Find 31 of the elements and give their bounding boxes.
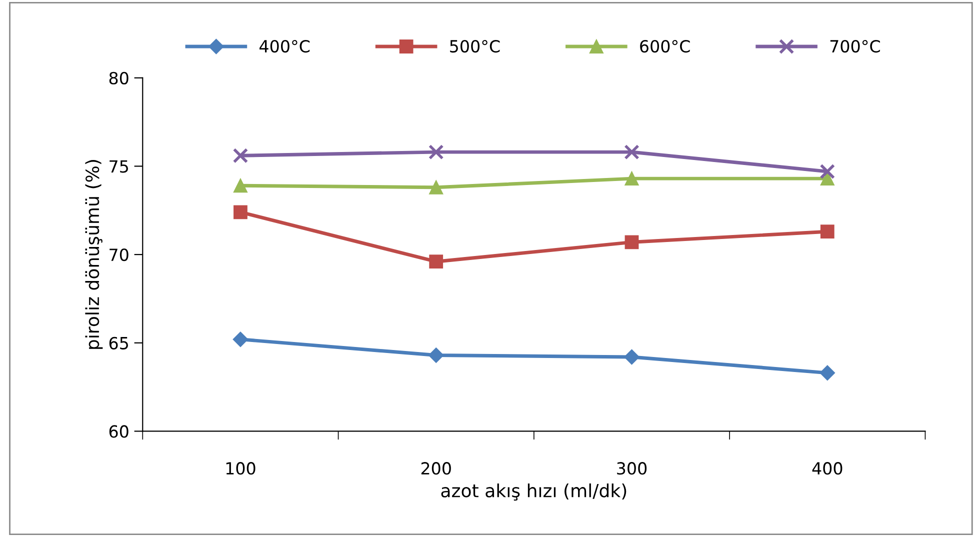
- point: [429, 254, 444, 269]
- legend-label: 600°C: [640, 40, 690, 53]
- point: [820, 224, 834, 239]
- y-tick-label: 80: [109, 72, 128, 84]
- y-tick-label: 70: [110, 248, 128, 262]
- point: [232, 332, 248, 347]
- point: [820, 164, 836, 180]
- point: [429, 180, 444, 194]
- x-tick-label: 200: [421, 462, 451, 475]
- x-tick-label: 100: [226, 462, 256, 475]
- y-tick-label: 65: [109, 336, 128, 350]
- x-axis-title: azot akış hızı (ml/dk): [441, 483, 626, 501]
- y-tick-label: 60: [109, 425, 128, 438]
- point: [234, 178, 248, 193]
- y-tick-label: 75: [110, 160, 128, 173]
- point: [428, 348, 444, 363]
- point: [624, 349, 640, 365]
- point: [234, 205, 248, 220]
- point: [428, 144, 444, 160]
- point: [624, 144, 640, 160]
- legend-label: 500°C: [450, 40, 500, 53]
- y-axis-title: piroliz dönüşümü (%): [85, 160, 103, 349]
- point: [820, 365, 835, 380]
- point: [820, 172, 834, 186]
- legend-label: 400°C: [260, 40, 310, 53]
- point: [624, 235, 639, 250]
- x-tick-label: 300: [617, 462, 647, 475]
- point: [624, 172, 639, 186]
- x-tick-label: 400: [812, 462, 842, 475]
- legend-label: 700°C: [830, 40, 880, 53]
- point: [232, 148, 248, 164]
